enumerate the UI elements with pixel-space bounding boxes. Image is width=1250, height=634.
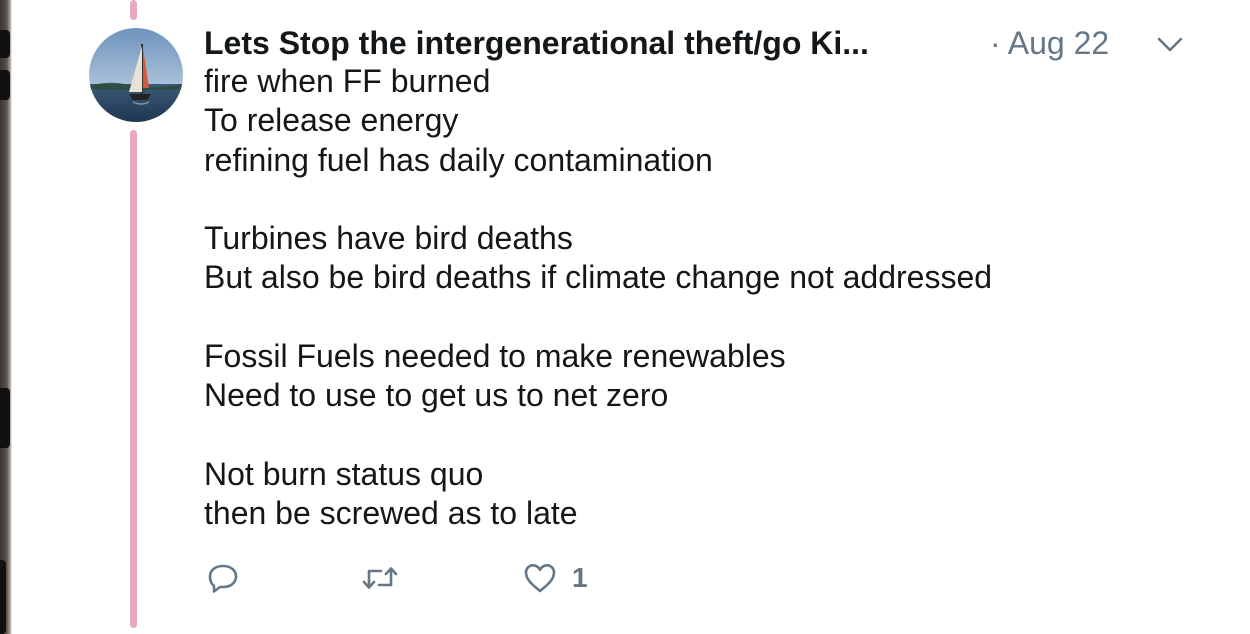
retweet-icon — [362, 567, 398, 589]
thread-line-top — [130, 0, 137, 20]
retweet-button[interactable] — [360, 556, 400, 600]
thread-line-bottom — [130, 130, 137, 628]
heart-icon — [524, 564, 556, 593]
edge-mark — [0, 70, 10, 100]
tweet-text: fire when FF burned To release energy re… — [204, 62, 1214, 534]
left-edge-strip — [0, 0, 12, 634]
tweet-text-line: then be screwed as to late — [204, 495, 578, 532]
tweet-text-line: But also be bird deaths if climate chang… — [204, 259, 993, 296]
tweet-text-line — [204, 416, 1214, 455]
like-count: 1 — [572, 562, 588, 593]
edge-mark — [0, 388, 10, 448]
reply-icon — [208, 564, 238, 593]
author-name[interactable]: Lets Stop the intergenerational theft/go… — [204, 25, 869, 61]
sailboat-avatar-icon — [89, 28, 183, 122]
tweet-text-line: To release energy — [204, 102, 459, 139]
tweet-header: Lets Stop the intergenerational theft/go… — [204, 22, 1204, 66]
edge-mark — [0, 30, 10, 58]
tweet-text-line: fire when FF burned — [204, 63, 491, 99]
chevron-down-icon[interactable] — [1156, 32, 1184, 56]
tweet-text-line: Turbines have bird deaths — [204, 220, 573, 257]
tweet-text-line: Need to use to get us to net zero — [204, 377, 669, 414]
tweet-text-line — [204, 180, 1214, 219]
tweet-text-line: Fossil Fuels needed to make renewables — [204, 338, 786, 375]
tweet-text-line: Not burn status quo — [204, 455, 484, 492]
tweet-text-line: refining fuel has daily contamination — [204, 141, 713, 178]
like-button[interactable]: 1 — [522, 556, 588, 600]
edge-mark — [0, 560, 6, 634]
tweet-timestamp[interactable]: · Aug 22 — [990, 25, 1110, 61]
avatar[interactable] — [89, 28, 183, 122]
tweet-text-line — [204, 298, 1214, 337]
tweet-actions: 1 — [200, 556, 700, 600]
reply-button[interactable] — [206, 556, 240, 600]
